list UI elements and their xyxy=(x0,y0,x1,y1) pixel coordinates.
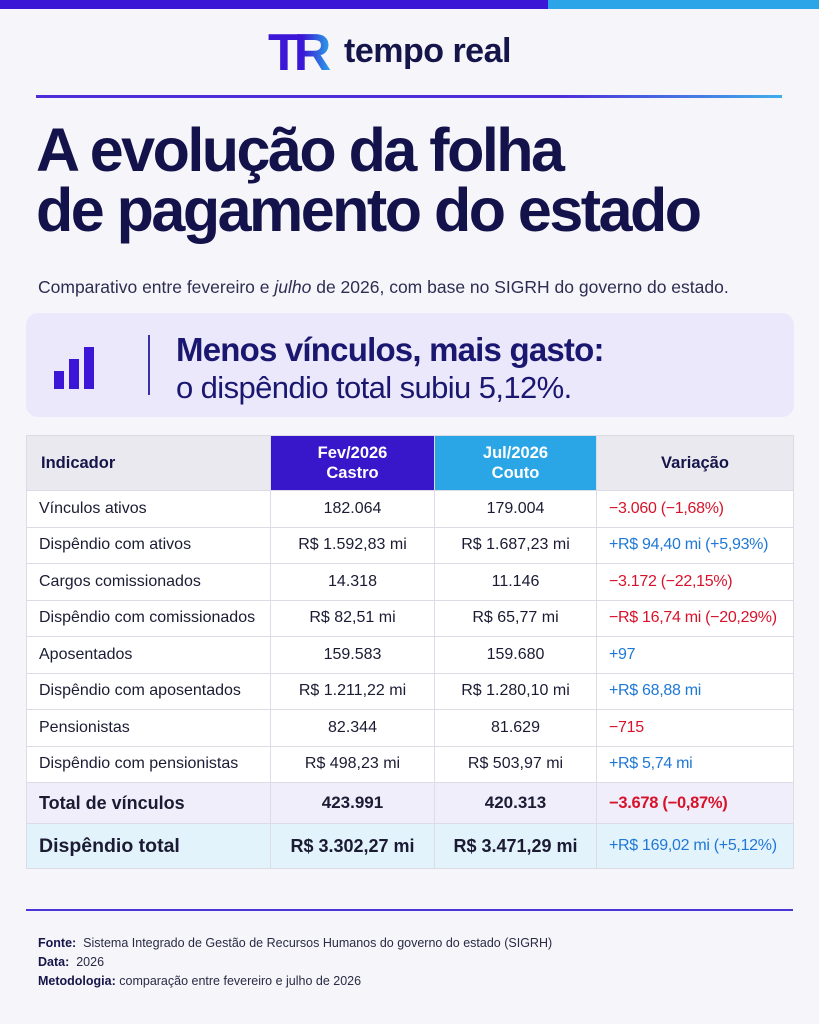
row-fev-value: 82.344 xyxy=(270,709,435,747)
row-label: Vínculos ativos xyxy=(26,490,271,528)
date-note: Data: 2026 xyxy=(38,953,552,972)
header-variation: Variação xyxy=(596,435,794,491)
total-spend-fev: R$ 3.302,27 mi xyxy=(270,823,435,869)
source-text: Sistema Integrado de Gestão de Recursos … xyxy=(83,936,553,950)
row-fev-value: 159.583 xyxy=(270,636,435,674)
header-jul-period: Jul/2026 xyxy=(482,444,549,462)
total-links-jul: 420.313 xyxy=(434,782,597,824)
source-note: Fonte: Sistema Integrado de Gestão de Re… xyxy=(38,934,552,953)
table-row: Dispêndio com pensionistas R$ 498,23 mi … xyxy=(26,745,794,783)
row-label: Dispêndio com pensionistas xyxy=(26,745,271,783)
row-jul-value: R$ 65,77 mi xyxy=(434,599,597,637)
tr-logo-icon: TR xyxy=(268,28,334,74)
total-spend-row: Dispêndio total R$ 3.302,27 mi R$ 3.471,… xyxy=(26,823,794,869)
header-indicator: Indicador xyxy=(26,435,271,491)
method-label: Metodologia: xyxy=(38,974,116,988)
date-text: 2026 xyxy=(76,955,105,969)
callout-subtitle: o dispêndio total subiu 5,12%. xyxy=(176,370,572,405)
top-bar-blue xyxy=(548,0,819,9)
total-links-fev: 423.991 xyxy=(270,782,435,824)
callout-divider xyxy=(148,335,150,395)
row-jul-value: R$ 1.280,10 mi xyxy=(434,672,597,710)
method-text: comparação entre fevereiro e julho de 20… xyxy=(119,974,362,988)
row-jul-value: 11.146 xyxy=(434,563,597,601)
top-bar-purple xyxy=(0,0,548,9)
method-note: Metodologia: comparação entre fevereiro … xyxy=(38,972,552,991)
header-fev: Fev/2026 Castro xyxy=(270,435,435,491)
total-spend-jul: R$ 3.471,29 mi xyxy=(434,823,597,869)
svg-text:TR: TR xyxy=(268,28,331,74)
table-row: Aposentados 159.583 159.680 +97 xyxy=(26,636,794,674)
total-links-variation: −3.678 (−0,87%) xyxy=(596,782,794,824)
header-jul: Jul/2026 Couto xyxy=(434,435,597,491)
row-fev-value: R$ 1.592,83 mi xyxy=(270,526,435,564)
total-spend-label: Dispêndio total xyxy=(26,823,271,869)
row-fev-value: R$ 82,51 mi xyxy=(270,599,435,637)
row-fev-value: R$ 1.211,22 mi xyxy=(270,672,435,710)
row-label: Cargos comissionados xyxy=(26,563,271,601)
total-links-label: Total de vínculos xyxy=(26,782,271,824)
row-label: Dispêndio com aposentados xyxy=(26,672,271,710)
callout-title: Menos vínculos, mais gasto: xyxy=(176,331,604,368)
title-line-1: A evolução da folha xyxy=(36,116,565,184)
header-rule xyxy=(36,95,782,98)
row-jul-value: 159.680 xyxy=(434,636,597,674)
brand-name: tempo real xyxy=(344,31,511,70)
row-fev-value: R$ 498,23 mi xyxy=(270,745,435,783)
total-links-row: Total de vínculos 423.991 420.313 −3.678… xyxy=(26,782,794,824)
table-row: Dispêndio com ativos R$ 1.592,83 mi R$ 1… xyxy=(26,526,794,564)
row-variation: −3.060 (−1,68%) xyxy=(596,490,794,528)
table-row: Pensionistas 82.344 81.629 −715 xyxy=(26,709,794,747)
bar-chart-icon xyxy=(54,347,94,389)
top-color-bar xyxy=(0,0,819,9)
date-label: Data: xyxy=(38,955,70,969)
row-variation: −715 xyxy=(596,709,794,747)
page-title: A evolução da folha de pagamento do esta… xyxy=(36,120,796,241)
table-row: Dispêndio com comissionados R$ 82,51 mi … xyxy=(26,599,794,637)
row-variation: −3.172 (−22,15%) xyxy=(596,563,794,601)
subtitle-text-end: de 2026, com base no SIGRH do governo do… xyxy=(311,277,729,297)
row-label: Dispêndio com comissionados xyxy=(26,599,271,637)
highlight-callout: Menos vínculos, mais gasto: o dispêndio … xyxy=(26,313,794,417)
row-label: Pensionistas xyxy=(26,709,271,747)
header-fev-period: Fev/2026 xyxy=(317,444,388,462)
row-jul-value: 81.629 xyxy=(434,709,597,747)
footer-notes: Fonte: Sistema Integrado de Gestão de Re… xyxy=(38,934,552,991)
page-subtitle: Comparativo entre fevereiro e julho de 2… xyxy=(38,277,808,298)
row-jul-value: 179.004 xyxy=(434,490,597,528)
payroll-table: Indicador Fev/2026 Castro Jul/2026 Couto… xyxy=(26,435,794,869)
table-row: Vínculos ativos 182.064 179.004 −3.060 (… xyxy=(26,490,794,528)
table-header-row: Indicador Fev/2026 Castro Jul/2026 Couto… xyxy=(26,435,794,491)
row-jul-value: R$ 1.687,23 mi xyxy=(434,526,597,564)
header-fev-name: Castro xyxy=(326,464,379,482)
brand-logo: TR tempo real xyxy=(268,26,511,76)
table-row: Cargos comissionados 14.318 11.146 −3.17… xyxy=(26,563,794,601)
row-variation: +R$ 68,88 mi xyxy=(596,672,794,710)
row-jul-value: R$ 503,97 mi xyxy=(434,745,597,783)
table-row: Dispêndio com aposentados R$ 1.211,22 mi… xyxy=(26,672,794,710)
row-variation: +R$ 5,74 mi xyxy=(596,745,794,783)
total-spend-variation: +R$ 169,02 mi (+5,12%) xyxy=(596,823,794,869)
row-variation: +97 xyxy=(596,636,794,674)
row-variation: −R$ 16,74 mi (−20,29%) xyxy=(596,599,794,637)
row-variation: +R$ 94,40 mi (+5,93%) xyxy=(596,526,794,564)
footer-rule xyxy=(26,909,793,911)
subtitle-emphasis: julho xyxy=(274,277,312,297)
subtitle-text-start: Comparativo entre fevereiro e xyxy=(38,277,275,297)
header-jul-name: Couto xyxy=(491,464,540,482)
row-fev-value: 14.318 xyxy=(270,563,435,601)
row-fev-value: 182.064 xyxy=(270,490,435,528)
source-label: Fonte: xyxy=(38,936,77,950)
title-line-2: de pagamento do estado xyxy=(36,176,702,244)
row-label: Aposentados xyxy=(26,636,271,674)
row-label: Dispêndio com ativos xyxy=(26,526,271,564)
